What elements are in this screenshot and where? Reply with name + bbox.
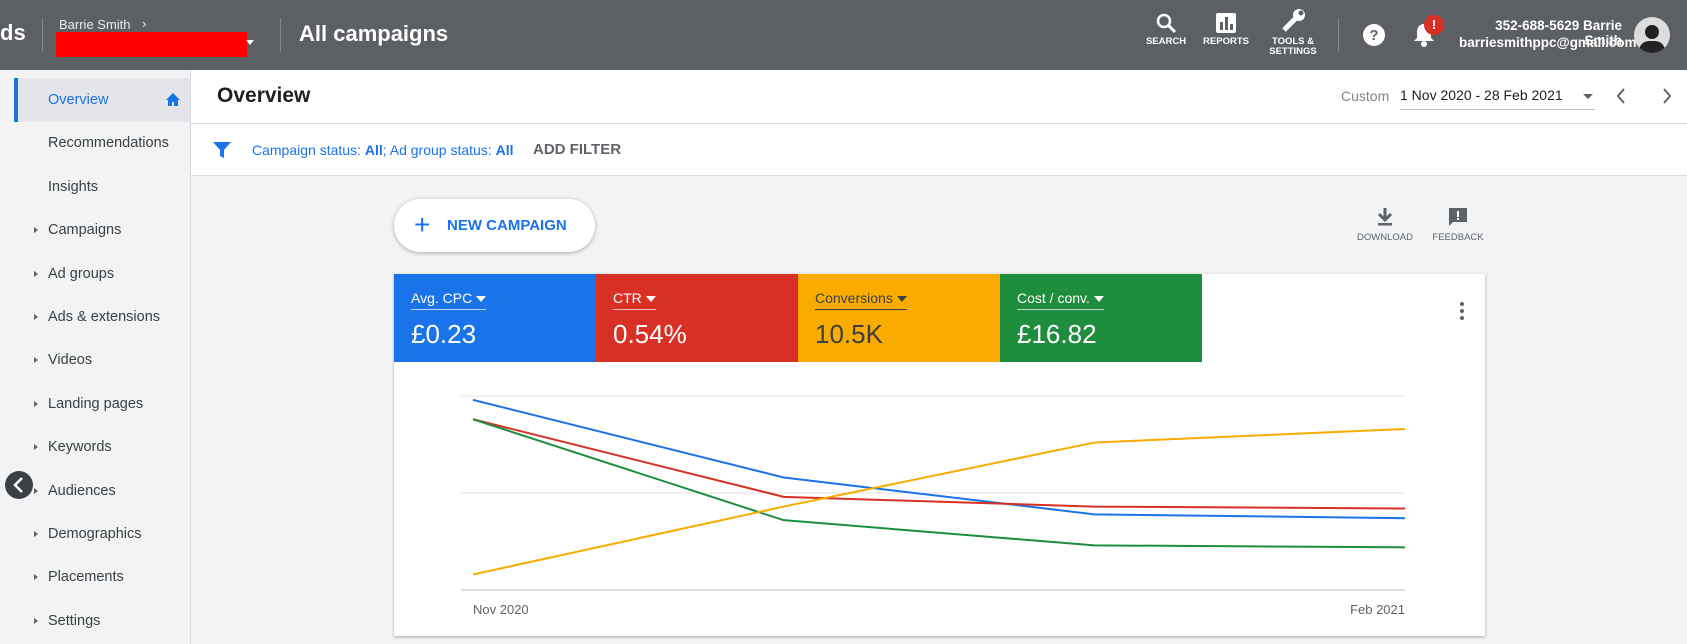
chart: Nov 2020 Feb 2021 — [461, 395, 1406, 617]
filter-bar: Campaign status: All; Ad group status: A… — [191, 124, 1687, 176]
account-line: 352-688-5629 Barrie Smith — [1495, 18, 1622, 48]
line-series — [472, 418, 1406, 510]
scorecard-value: 0.54% — [613, 319, 687, 349]
more-menu[interactable] — [1458, 300, 1466, 322]
filter-part: ; Ad group status: — [382, 142, 496, 158]
account-name[interactable]: Barrie Smith — [59, 17, 131, 32]
collapse-button[interactable] — [4, 470, 34, 500]
filter-text[interactable]: Campaign status: All; Ad group status: A… — [252, 142, 513, 158]
label: TOOLS & — [1271, 36, 1315, 47]
nav-item[interactable]: Demographics — [14, 512, 190, 556]
page-title: All campaigns — [299, 21, 449, 46]
nav-item[interactable]: Landing pages — [14, 382, 190, 426]
nav-item[interactable]: Campaigns — [14, 208, 190, 252]
date-label: Custom — [1341, 88, 1390, 104]
nav-item[interactable]: Ads & extensions — [14, 295, 190, 339]
filter-icon[interactable] — [212, 140, 232, 160]
nav-item[interactable]: Overview — [14, 78, 190, 122]
filter-part: Campaign status: — [252, 142, 365, 158]
avatar[interactable] — [1634, 17, 1670, 53]
line-series — [472, 418, 1406, 549]
x-tick-label: Feb 2021 — [1350, 602, 1405, 617]
feedback-button[interactable]: FEEDBACK — [1428, 206, 1488, 243]
chart-card: Nov 2020 Feb 2021 Avg. CPC £0.23 CTR 0.54%… — [394, 274, 1485, 636]
new-campaign-button[interactable]: + NEW CAMPAIGN — [394, 199, 595, 252]
nav-item[interactable]: Insights — [48, 178, 98, 195]
top-bar: ds Barrie Smith › All campaigns SEARCH R… — [0, 0, 1687, 70]
scorecard[interactable]: Cost / conv. £16.82 — [1000, 274, 1202, 362]
svg-text:?: ? — [1369, 27, 1378, 44]
label: SEARCH — [1145, 36, 1187, 47]
date-range[interactable]: 1 Nov 2020 - 28 Feb 2021 — [1400, 87, 1595, 110]
filter-part: All — [495, 142, 514, 158]
legend-entry: CTR — [613, 290, 656, 310]
download-button[interactable]: DOWNLOAD — [1355, 206, 1415, 243]
add-filter[interactable]: ADD FILTER — [533, 141, 622, 158]
label: FEEDBACK — [1432, 232, 1484, 243]
line-series — [472, 398, 1406, 520]
date-nav[interactable] — [1615, 86, 1675, 106]
nav-item[interactable]: Placements — [14, 555, 190, 599]
legend-entry: Conversions — [815, 290, 907, 310]
brand: ds — [0, 20, 26, 45]
line-series — [472, 427, 1406, 576]
nav-item[interactable]: Videos — [14, 338, 190, 382]
nav-item[interactable]: Audiences — [14, 469, 190, 513]
sidebar — [0, 70, 191, 644]
legend-entry: Avg. CPC — [411, 290, 487, 310]
notification-badge: ! — [1424, 15, 1444, 35]
label: DOWNLOAD — [1357, 232, 1413, 243]
scorecard-value: 10.5K — [815, 319, 883, 349]
help-button[interactable]: ? — [1362, 23, 1386, 47]
label: NEW CAMPAIGN — [447, 217, 567, 234]
email: barriesmithppc@gmail.com — [1459, 35, 1637, 50]
search-button[interactable]: SEARCH — [1131, 12, 1201, 47]
nav-item[interactable]: Keywords — [14, 425, 190, 469]
tools-button[interactable]: TOOLS & SETTINGS — [1258, 8, 1328, 57]
scorecard[interactable]: CTR 0.54% — [596, 274, 798, 362]
label: REPORTS — [1203, 36, 1249, 47]
nav-item[interactable]: Settings — [14, 599, 190, 643]
scorecard-value: £0.23 — [411, 319, 477, 349]
scorecard[interactable]: Conversions 10.5K — [798, 274, 1000, 362]
legend-entry: Cost / conv. — [1017, 290, 1104, 310]
filter-part: All — [364, 142, 383, 158]
page-header: Overview Custom 1 Nov 2020 - 28 Feb 2021 — [191, 70, 1687, 124]
x-tick-label: Nov 2020 — [473, 602, 529, 617]
nav-item[interactable]: Recommendations — [48, 135, 169, 152]
nav-item[interactable]: Ad groups — [14, 252, 190, 296]
label: SETTINGS — [1269, 46, 1317, 57]
reports-button[interactable]: REPORTS — [1191, 12, 1261, 47]
scorecard[interactable]: Avg. CPC £0.23 — [394, 274, 596, 362]
scorecard-value: £16.82 — [1017, 319, 1097, 349]
section-title: Overview — [217, 84, 311, 107]
